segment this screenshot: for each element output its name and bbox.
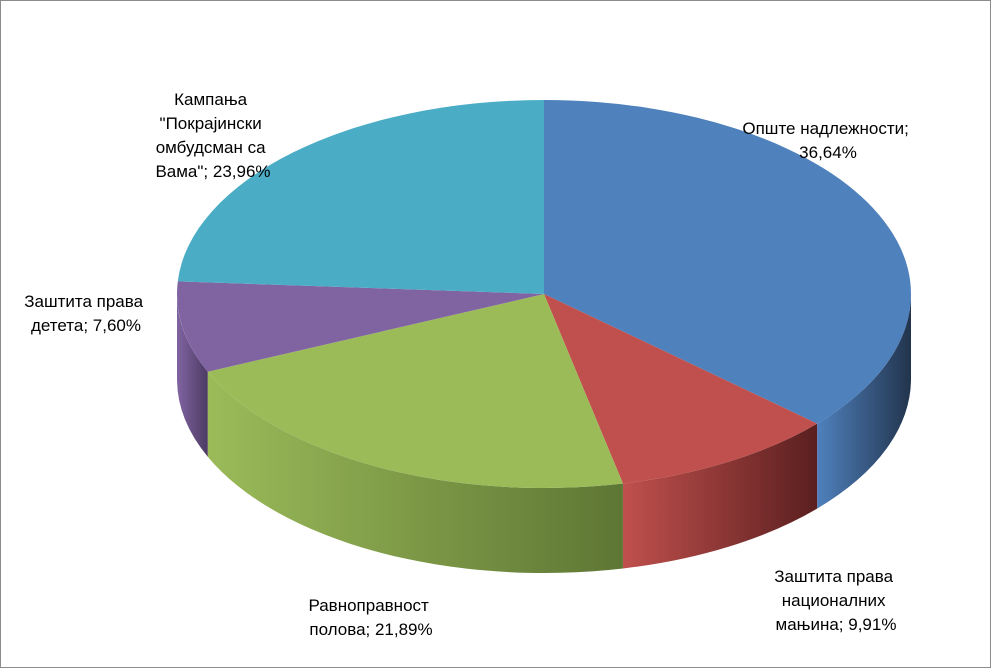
label-line: Равноправност bbox=[308, 596, 429, 615]
pie-side-2 bbox=[622, 423, 818, 569]
pie-slice-3 bbox=[207, 294, 623, 488]
pie-side-3 bbox=[207, 371, 623, 573]
label-line: "Покрајински bbox=[160, 114, 262, 133]
label-line: Заштита права bbox=[774, 567, 893, 586]
slice-label-gender-equality: Равноправност полова; 21,89% bbox=[308, 596, 433, 639]
label-line: мањина; 9,91% bbox=[776, 615, 897, 634]
label-line: националних bbox=[782, 591, 886, 610]
slice-label-campaign: Кампања "Покрајински омбудсман са Вама";… bbox=[155, 90, 270, 181]
label-line: Заштита права bbox=[24, 292, 143, 311]
pie-slice-4 bbox=[177, 281, 544, 372]
pie-labels: Опште надлежности; 36,64% Заштита права … bbox=[24, 90, 913, 639]
label-line: омбудсман са bbox=[156, 138, 266, 157]
slice-label-child-rights: Заштита права детета; 7,60% bbox=[24, 292, 148, 335]
label-line: полова; 21,89% bbox=[309, 620, 432, 639]
pie-slice-2 bbox=[544, 294, 818, 484]
pie-slice-1 bbox=[544, 100, 911, 424]
label-line: Кампања bbox=[174, 90, 248, 109]
pie-slice-5 bbox=[177, 100, 544, 294]
label-line: Опште надлежности; bbox=[742, 119, 909, 138]
label-line: Вама"; 23,96% bbox=[155, 162, 270, 181]
pie-sides bbox=[177, 294, 911, 573]
label-line: детета; 7,60% bbox=[31, 316, 141, 335]
slice-label-general-competences: Опште надлежности; 36,64% bbox=[742, 119, 913, 162]
pie-side-4 bbox=[177, 294, 208, 457]
slice-label-national-minorities: Заштита права националних мањина; 9,91% bbox=[774, 567, 898, 634]
label-line: 36,64% bbox=[799, 143, 857, 162]
pie-side-1 bbox=[817, 294, 911, 509]
pie-slices bbox=[177, 100, 911, 488]
